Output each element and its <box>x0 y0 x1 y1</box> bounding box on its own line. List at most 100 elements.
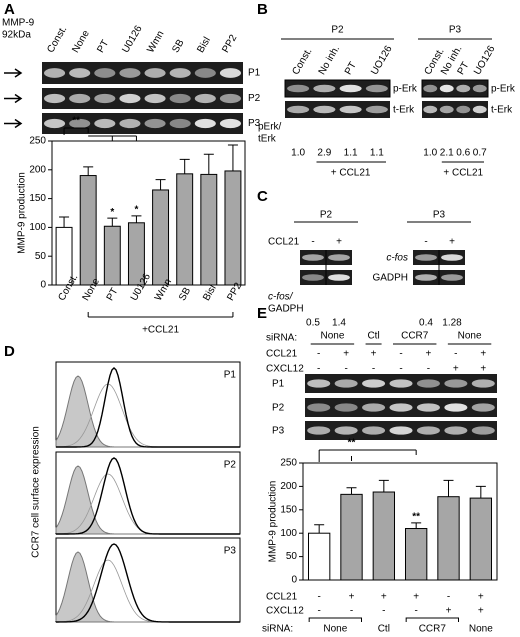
bar <box>103 225 121 286</box>
label: - <box>447 592 450 603</box>
band <box>169 118 191 129</box>
band <box>339 84 362 93</box>
label: c-fos/ <box>268 292 294 303</box>
band <box>194 118 216 129</box>
band <box>471 379 495 388</box>
label: - <box>311 237 314 248</box>
label: siRNA: <box>266 333 297 344</box>
band <box>313 84 336 93</box>
label: - <box>427 364 430 375</box>
bar <box>200 173 218 286</box>
blot <box>422 101 488 118</box>
band <box>119 118 141 129</box>
band <box>144 93 166 104</box>
band <box>471 403 495 412</box>
error-bar <box>411 522 422 529</box>
panel-letter: D <box>4 343 15 360</box>
arrow <box>4 68 23 78</box>
error-bar <box>179 158 190 174</box>
error-bar <box>83 166 94 176</box>
label: CXCL12 <box>266 606 304 617</box>
band <box>339 105 362 114</box>
band <box>444 426 468 435</box>
band <box>313 105 336 114</box>
label: Ctl <box>378 624 390 635</box>
band <box>441 254 463 261</box>
label: t-Erk <box>393 105 415 116</box>
label: - <box>317 349 320 360</box>
label: CXCL12 <box>266 364 304 375</box>
label: CCL21 <box>266 349 298 360</box>
error-bar <box>107 217 118 227</box>
bar <box>152 189 170 286</box>
label: None <box>458 331 482 342</box>
label: + <box>449 237 455 248</box>
band <box>302 274 324 281</box>
label: GADPH <box>268 304 304 315</box>
band <box>328 274 350 281</box>
label: Ctl <box>367 331 379 342</box>
bar <box>469 497 493 581</box>
bar <box>340 493 363 581</box>
arrow <box>4 93 23 104</box>
label: - <box>454 349 457 360</box>
label: GADPH <box>372 273 408 284</box>
bar <box>404 528 428 581</box>
band <box>389 403 413 412</box>
lane-label: U0126 <box>120 23 144 54</box>
label: - <box>317 364 320 375</box>
panel-letter: A <box>4 1 15 18</box>
label: +CCL21 <box>142 325 179 336</box>
ratio: 0.6 <box>456 148 470 159</box>
band <box>307 379 331 388</box>
ratio: 2.1 <box>440 148 454 159</box>
band <box>472 84 487 93</box>
y-axis-label: CCR7 cell surface expression <box>31 426 42 558</box>
plot-frame <box>51 140 246 286</box>
band <box>423 105 438 114</box>
y-tick-label: 250 <box>29 136 46 147</box>
label: P3 <box>224 546 237 557</box>
blot <box>285 101 390 118</box>
label: + <box>478 606 484 617</box>
arrow <box>4 118 23 129</box>
label: P1 <box>272 379 285 390</box>
lane-label: UO126 <box>369 44 395 77</box>
label: P3 <box>449 25 462 36</box>
annotation: ** <box>412 512 420 523</box>
lane-label: Bisl <box>201 283 219 302</box>
bar <box>437 496 460 581</box>
band <box>456 84 471 93</box>
ccr7-histogram <box>56 457 240 535</box>
lane-label: PT <box>95 38 111 55</box>
group-bracket <box>308 617 362 622</box>
label: - <box>424 237 427 248</box>
label: CCR7 <box>401 331 429 342</box>
y-tick-label: 200 <box>29 164 46 175</box>
ratio: 1.0 <box>291 148 305 159</box>
label: + <box>453 364 459 375</box>
label: - <box>399 364 402 375</box>
label: P2 <box>331 25 344 36</box>
label: P1 <box>248 68 261 79</box>
ratio: 1.4 <box>332 318 346 329</box>
label: tErk <box>258 134 277 145</box>
label: - <box>317 606 320 617</box>
error-bar <box>314 524 325 534</box>
band <box>44 118 66 129</box>
band <box>441 274 463 281</box>
label: P2 <box>248 93 261 104</box>
label: P2 <box>272 403 285 414</box>
band <box>169 93 191 104</box>
error-bar <box>227 144 238 171</box>
label: P3 <box>248 118 261 129</box>
band <box>439 105 454 114</box>
label: CCL21 <box>266 592 298 603</box>
label: + <box>413 592 419 603</box>
label: MMP-9 <box>2 18 35 29</box>
label: p-Erk <box>491 84 516 95</box>
label: + <box>343 349 349 360</box>
ccr7-histogram <box>55 543 240 623</box>
annotation: ** <box>348 438 356 449</box>
